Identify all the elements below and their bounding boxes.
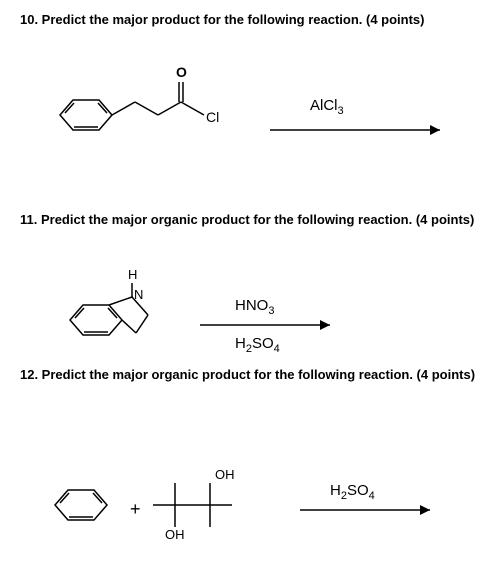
q12-arrow: H2SO4 bbox=[300, 482, 430, 515]
q10-arrow: AlCl3 bbox=[270, 97, 440, 135]
oxygen-label: O bbox=[176, 64, 187, 80]
plus-sign: + bbox=[130, 499, 141, 519]
cl-label: Cl bbox=[206, 109, 219, 125]
oh-label-1: OH bbox=[165, 527, 185, 542]
svg-text:AlCl3: AlCl3 bbox=[310, 97, 344, 117]
q11-structure: N H bbox=[70, 267, 148, 335]
svg-text:H2SO4: H2SO4 bbox=[330, 482, 375, 502]
svg-text:HNO3: HNO3 bbox=[235, 297, 274, 317]
q12-benzene bbox=[55, 490, 107, 520]
n-label: N bbox=[134, 287, 143, 302]
svg-text:H2SO4: H2SO4 bbox=[235, 335, 280, 355]
q12-diol: OH OH bbox=[153, 467, 235, 542]
chemistry-diagrams: O Cl AlCl3 N H HNO3 H2SO4 bbox=[0, 0, 504, 573]
oh-label-2: OH bbox=[215, 467, 235, 482]
q10-structure: O Cl bbox=[60, 64, 219, 130]
q11-arrow: HNO3 H2SO4 bbox=[200, 297, 330, 355]
h-label: H bbox=[128, 267, 137, 282]
